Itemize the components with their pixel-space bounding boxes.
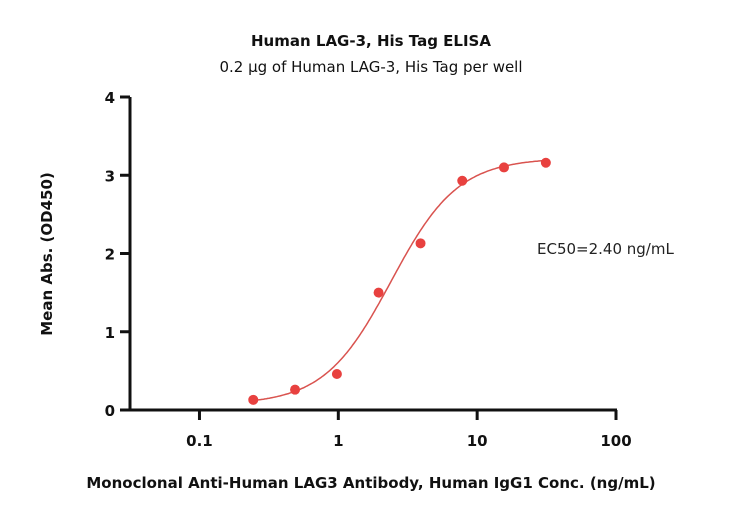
x-tick-label: 0.1 xyxy=(186,432,213,450)
data-point xyxy=(373,287,384,298)
chart-subtitle: 0.2 μg of Human LAG-3, His Tag per well xyxy=(219,58,522,76)
y-tick-label: 2 xyxy=(105,246,115,264)
axes: 0.1 1 10 100 0 1 2 3 4 xyxy=(105,89,632,450)
data-point xyxy=(248,394,259,405)
x-tick-label: 10 xyxy=(467,432,488,450)
x-axis-label: Monoclonal Anti-Human LAG3 Antibody, Hum… xyxy=(86,474,655,492)
y-tick-label: 0 xyxy=(105,402,115,420)
data-point xyxy=(415,238,426,249)
y-axis-label: Mean Abs. (OD450) xyxy=(38,172,56,336)
fit-curve xyxy=(253,159,546,402)
x-tick-label: 1 xyxy=(333,432,343,450)
data-point xyxy=(290,384,301,395)
y-tick-label: 1 xyxy=(105,324,115,342)
data-points xyxy=(248,157,551,405)
chart-title: Human LAG-3, His Tag ELISA xyxy=(251,32,491,50)
ec50-annotation: EC50=2.40 ng/mL xyxy=(537,240,674,258)
data-point xyxy=(540,157,551,168)
data-point xyxy=(498,162,509,173)
data-point xyxy=(457,175,468,186)
y-tick-label: 4 xyxy=(105,89,115,107)
x-tick-label: 100 xyxy=(600,432,631,450)
data-point xyxy=(331,369,342,380)
y-tick-label: 3 xyxy=(105,167,115,185)
